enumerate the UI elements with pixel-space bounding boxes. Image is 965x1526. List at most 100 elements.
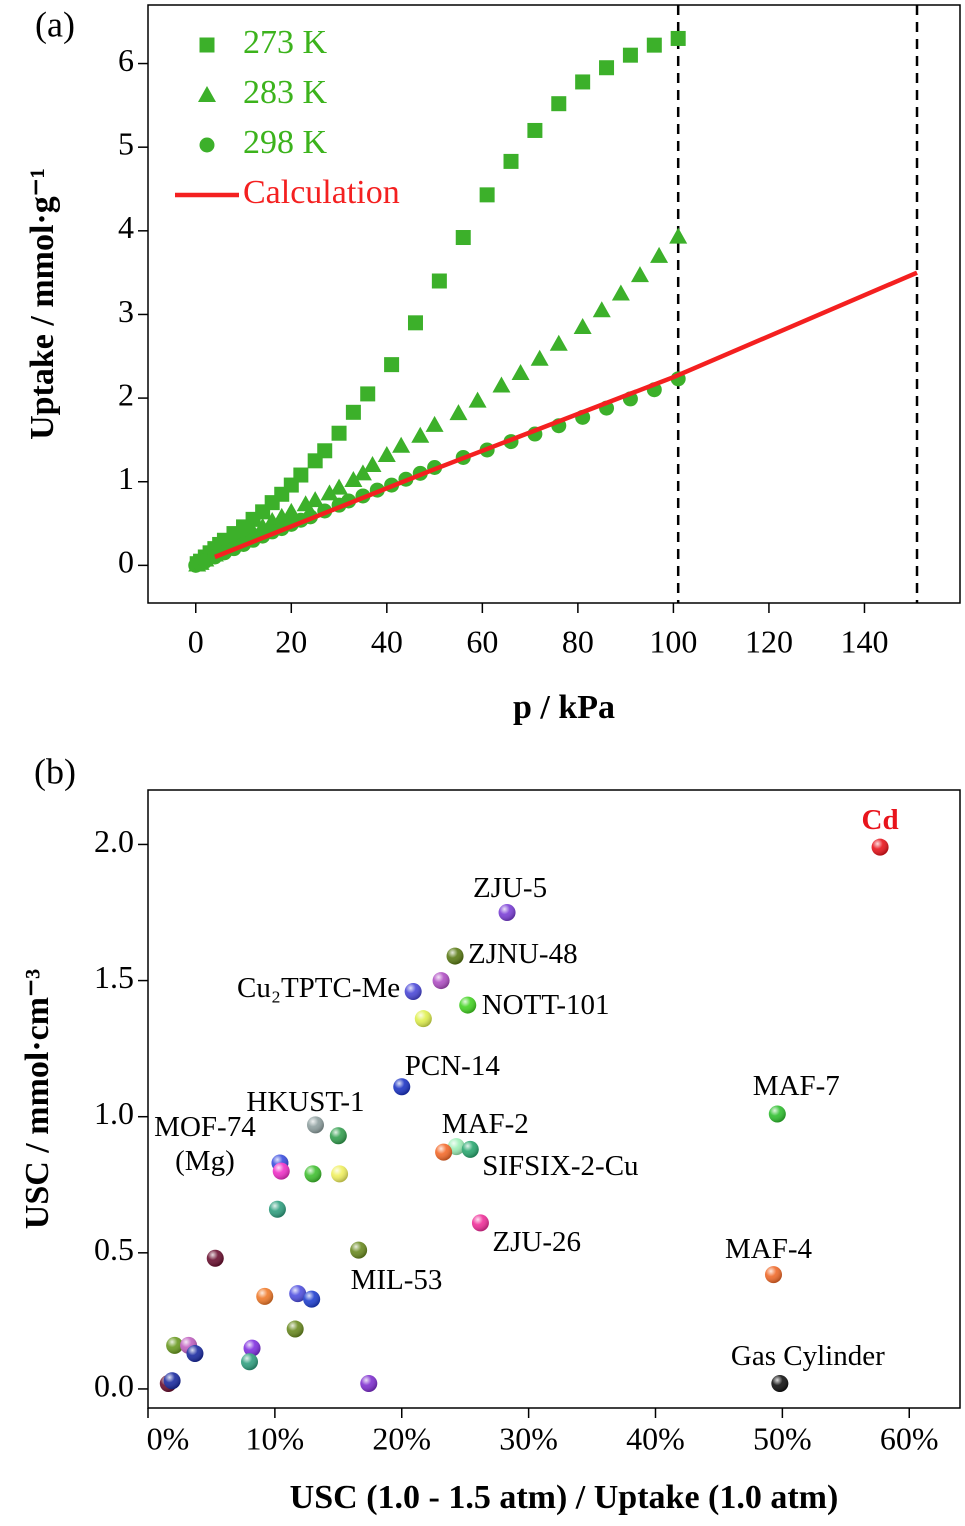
y-axis-label: Uptake / mmol·g⁻¹: [24, 168, 61, 440]
x-tick-label: 140: [840, 623, 888, 659]
point-label: ZJU-5: [472, 871, 548, 904]
point-highlight: [459, 996, 477, 1014]
x-tick-label: 20: [275, 623, 307, 659]
y-tick-label: 0.5: [94, 1231, 134, 1267]
plot-frame: [147, 789, 961, 1409]
data-point: [669, 227, 688, 244]
point-highlight: [243, 1339, 261, 1357]
data-point: [411, 426, 430, 443]
point-highlight: [329, 1127, 347, 1145]
data-point: [360, 386, 376, 402]
data-point: [468, 391, 487, 408]
x-tick-label: 20%: [372, 1420, 431, 1456]
x-tick-label: 50%: [753, 1420, 812, 1456]
point-highlight: [272, 1162, 290, 1180]
data-point: [479, 187, 495, 203]
data-point: [527, 122, 543, 138]
point-label: ZJU-26: [492, 1225, 582, 1258]
x-tick-label: 0: [188, 623, 204, 659]
y-tick-label: 3: [118, 293, 134, 329]
data-point: [650, 246, 669, 263]
y-axis-label: USC / mmol·cm⁻³: [19, 969, 56, 1229]
point-highlight: [764, 1266, 782, 1284]
data-point: [320, 484, 339, 501]
point-highlight: [350, 1241, 368, 1259]
point-label: MOF-74 (Mg): [154, 1110, 256, 1177]
x-tick-label: 10%: [246, 1420, 305, 1456]
y-tick-label: 5: [118, 126, 134, 162]
point-highlight: [241, 1353, 258, 1371]
point-highlight: [256, 1287, 274, 1305]
x-axis-label: USC (1.0 - 1.5 atm) / Uptake (1.0 atm): [290, 1479, 839, 1516]
y-tick-label: 1.5: [94, 959, 134, 995]
point-highlight: [393, 1078, 411, 1096]
point-label: HKUST-1: [246, 1085, 365, 1118]
point-highlight: [414, 1010, 432, 1028]
legend-label: 298 K: [243, 124, 328, 161]
x-tick-label: 30%: [499, 1420, 558, 1456]
point-highlight: [768, 1105, 786, 1123]
data-point: [611, 284, 630, 301]
point-highlight: [206, 1249, 224, 1267]
data-point: [592, 301, 611, 318]
point-highlight: [163, 1372, 181, 1390]
data-point: [363, 456, 382, 472]
calculation-line: [214, 270, 918, 560]
data-point: [377, 445, 396, 462]
x-tick-label: 60%: [880, 1420, 939, 1456]
point-label: Cu₂TPTC-Me: [236, 972, 401, 1005]
data-point: [407, 315, 423, 331]
legend-label: Calculation: [243, 174, 400, 211]
data-point: [293, 467, 309, 483]
point-highlight: [447, 1138, 465, 1156]
point-label: NOTT-101: [481, 989, 610, 1022]
point-highlight: [360, 1374, 378, 1392]
point-highlight: [331, 1165, 349, 1183]
data-point: [296, 495, 315, 512]
point-label: MIL-53: [350, 1264, 443, 1297]
data-point: [455, 230, 471, 246]
point-highlight: [306, 1116, 324, 1134]
data-point: [330, 478, 349, 495]
x-tick-label: 100: [649, 623, 697, 659]
x-tick-label: 80: [562, 623, 594, 659]
point-label: PCN-14: [404, 1049, 500, 1082]
point-highlight: [498, 904, 516, 922]
point-highlight: [166, 1336, 184, 1354]
point-highlight: [446, 947, 464, 965]
panel-label: (b): [34, 751, 76, 791]
x-axis-label: p / kPa: [513, 689, 615, 726]
point-highlight: [404, 982, 422, 1000]
x-tick-label: 40: [371, 623, 403, 659]
point-highlight: [186, 1345, 204, 1363]
legend-marker: [198, 86, 216, 102]
data-point: [353, 464, 372, 481]
legend-marker: [199, 137, 215, 153]
data-point: [551, 96, 567, 112]
point-highlight: [303, 1290, 321, 1308]
data-point: [622, 47, 638, 63]
legend-label: 283 K: [243, 74, 328, 111]
legend-marker: [199, 37, 215, 53]
data-point: [530, 349, 549, 366]
y-tick-label: 0.0: [94, 1367, 134, 1403]
point-label: Gas Cylinder: [730, 1340, 885, 1373]
data-point: [646, 37, 662, 53]
data-point: [425, 415, 444, 432]
point-highlight: [286, 1320, 304, 1338]
data-point: [331, 425, 347, 441]
point-label: MAF-7: [752, 1069, 840, 1102]
point-highlight: [289, 1285, 307, 1303]
legend-label: 273 K: [243, 24, 328, 61]
point-highlight: [268, 1200, 286, 1218]
x-tick-label: 60: [466, 623, 498, 659]
point-highlight: [871, 838, 889, 856]
data-point: [392, 436, 411, 453]
data-point: [549, 334, 568, 351]
point-label: ZJNU-48: [468, 938, 578, 971]
point-highlight: [461, 1140, 479, 1158]
panel-label: (a): [35, 4, 75, 44]
x-tick-label: 40%: [626, 1420, 685, 1456]
data-point: [384, 357, 400, 373]
